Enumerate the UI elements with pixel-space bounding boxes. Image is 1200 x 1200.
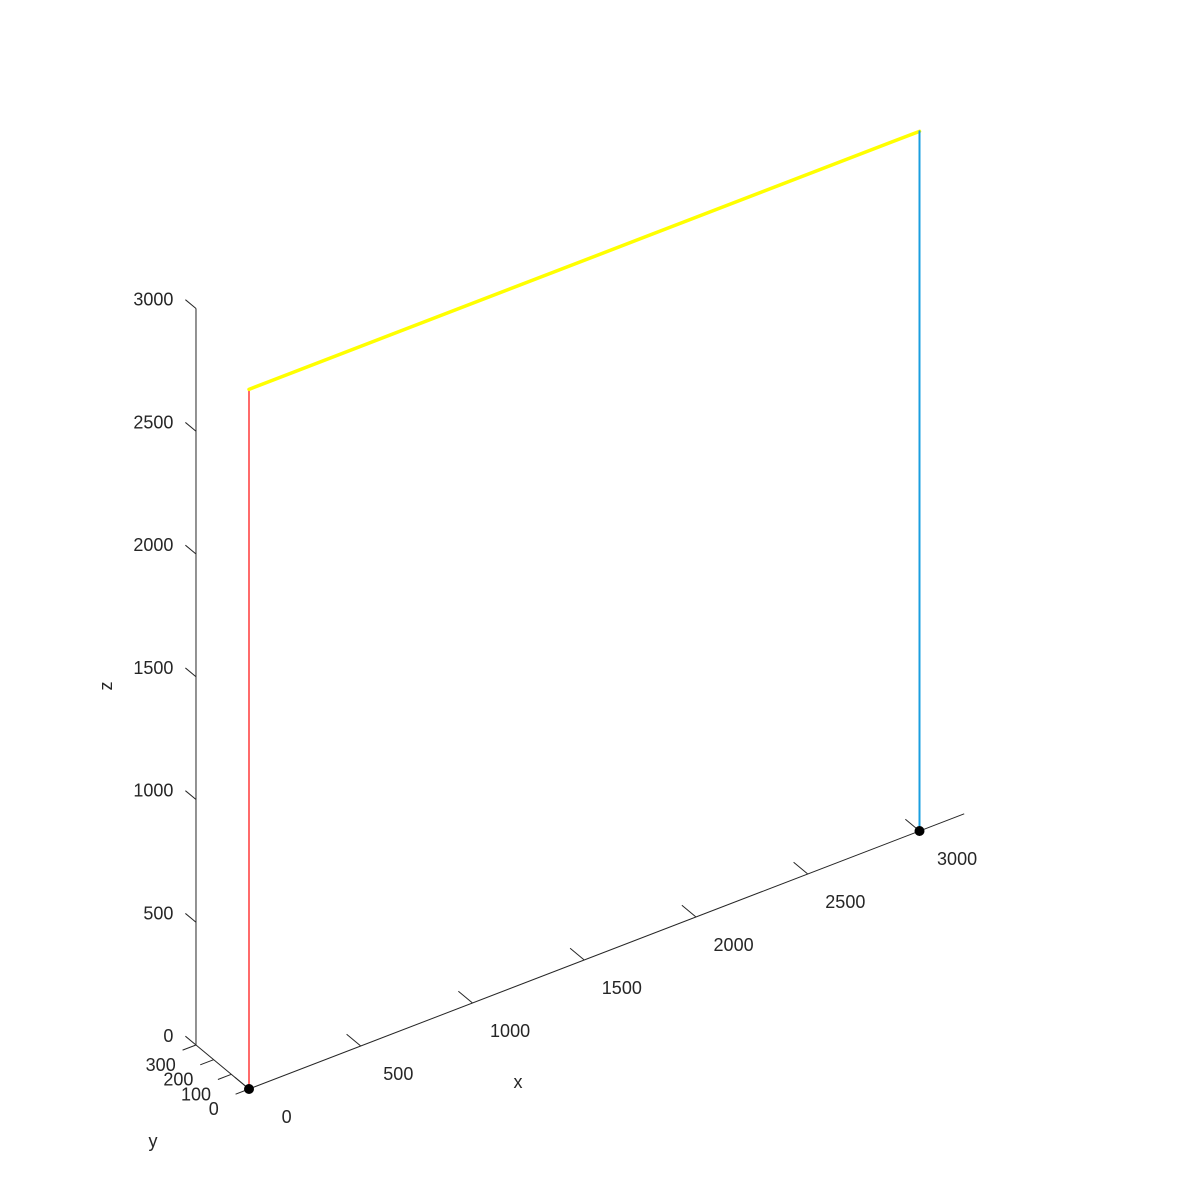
x-tick-label-3: 1500 xyxy=(602,978,642,998)
z-tick-mark-0 xyxy=(185,1036,196,1045)
z-tick-label-3: 1500 xyxy=(133,658,173,678)
x-tick-label-6: 3000 xyxy=(937,849,977,869)
x-axis-label: x xyxy=(514,1072,523,1092)
z-tick-mark-4 xyxy=(185,545,196,554)
y-tick-label-3: 300 xyxy=(146,1055,176,1075)
y-tick-mark-2 xyxy=(200,1060,213,1065)
x-tick-mark-1 xyxy=(347,1034,361,1046)
series-line-1 xyxy=(249,131,920,389)
axes-layer xyxy=(196,308,964,1089)
ticks-layer: 0500100015002000250030000100200300050010… xyxy=(133,290,977,1127)
x-tick-mark-5 xyxy=(794,862,808,874)
x-tick-mark-4 xyxy=(682,905,696,917)
x-tick-mark-2 xyxy=(458,991,472,1003)
y-tick-mark-3 xyxy=(183,1045,196,1050)
z-tick-label-1: 500 xyxy=(143,903,173,923)
x-axis-line xyxy=(249,814,964,1089)
x-tick-label-1: 500 xyxy=(383,1064,413,1084)
series-layer xyxy=(249,131,920,1089)
x-tick-label-5: 2500 xyxy=(825,892,865,912)
z-tick-label-2: 1000 xyxy=(133,781,173,801)
x-tick-label-4: 2000 xyxy=(714,935,754,955)
data-point-marker-0 xyxy=(244,1084,254,1094)
x-tick-label-2: 1000 xyxy=(490,1021,530,1041)
z-tick-label-0: 0 xyxy=(163,1026,173,1046)
z-tick-label-4: 2000 xyxy=(133,535,173,555)
y-axis-label: y xyxy=(149,1131,158,1151)
y-tick-mark-1 xyxy=(218,1074,231,1079)
x-tick-mark-3 xyxy=(570,948,584,960)
z-tick-mark-1 xyxy=(185,913,196,922)
z-tick-mark-6 xyxy=(185,300,196,309)
z-tick-mark-2 xyxy=(185,791,196,800)
data-point-marker-1 xyxy=(915,826,925,836)
z-tick-mark-5 xyxy=(185,422,196,431)
z-tick-mark-3 xyxy=(185,668,196,677)
z-tick-label-6: 3000 xyxy=(133,290,173,310)
x-tick-label-0: 0 xyxy=(282,1107,292,1127)
z-tick-label-5: 2500 xyxy=(133,412,173,432)
z-axis-label: z xyxy=(96,682,116,691)
